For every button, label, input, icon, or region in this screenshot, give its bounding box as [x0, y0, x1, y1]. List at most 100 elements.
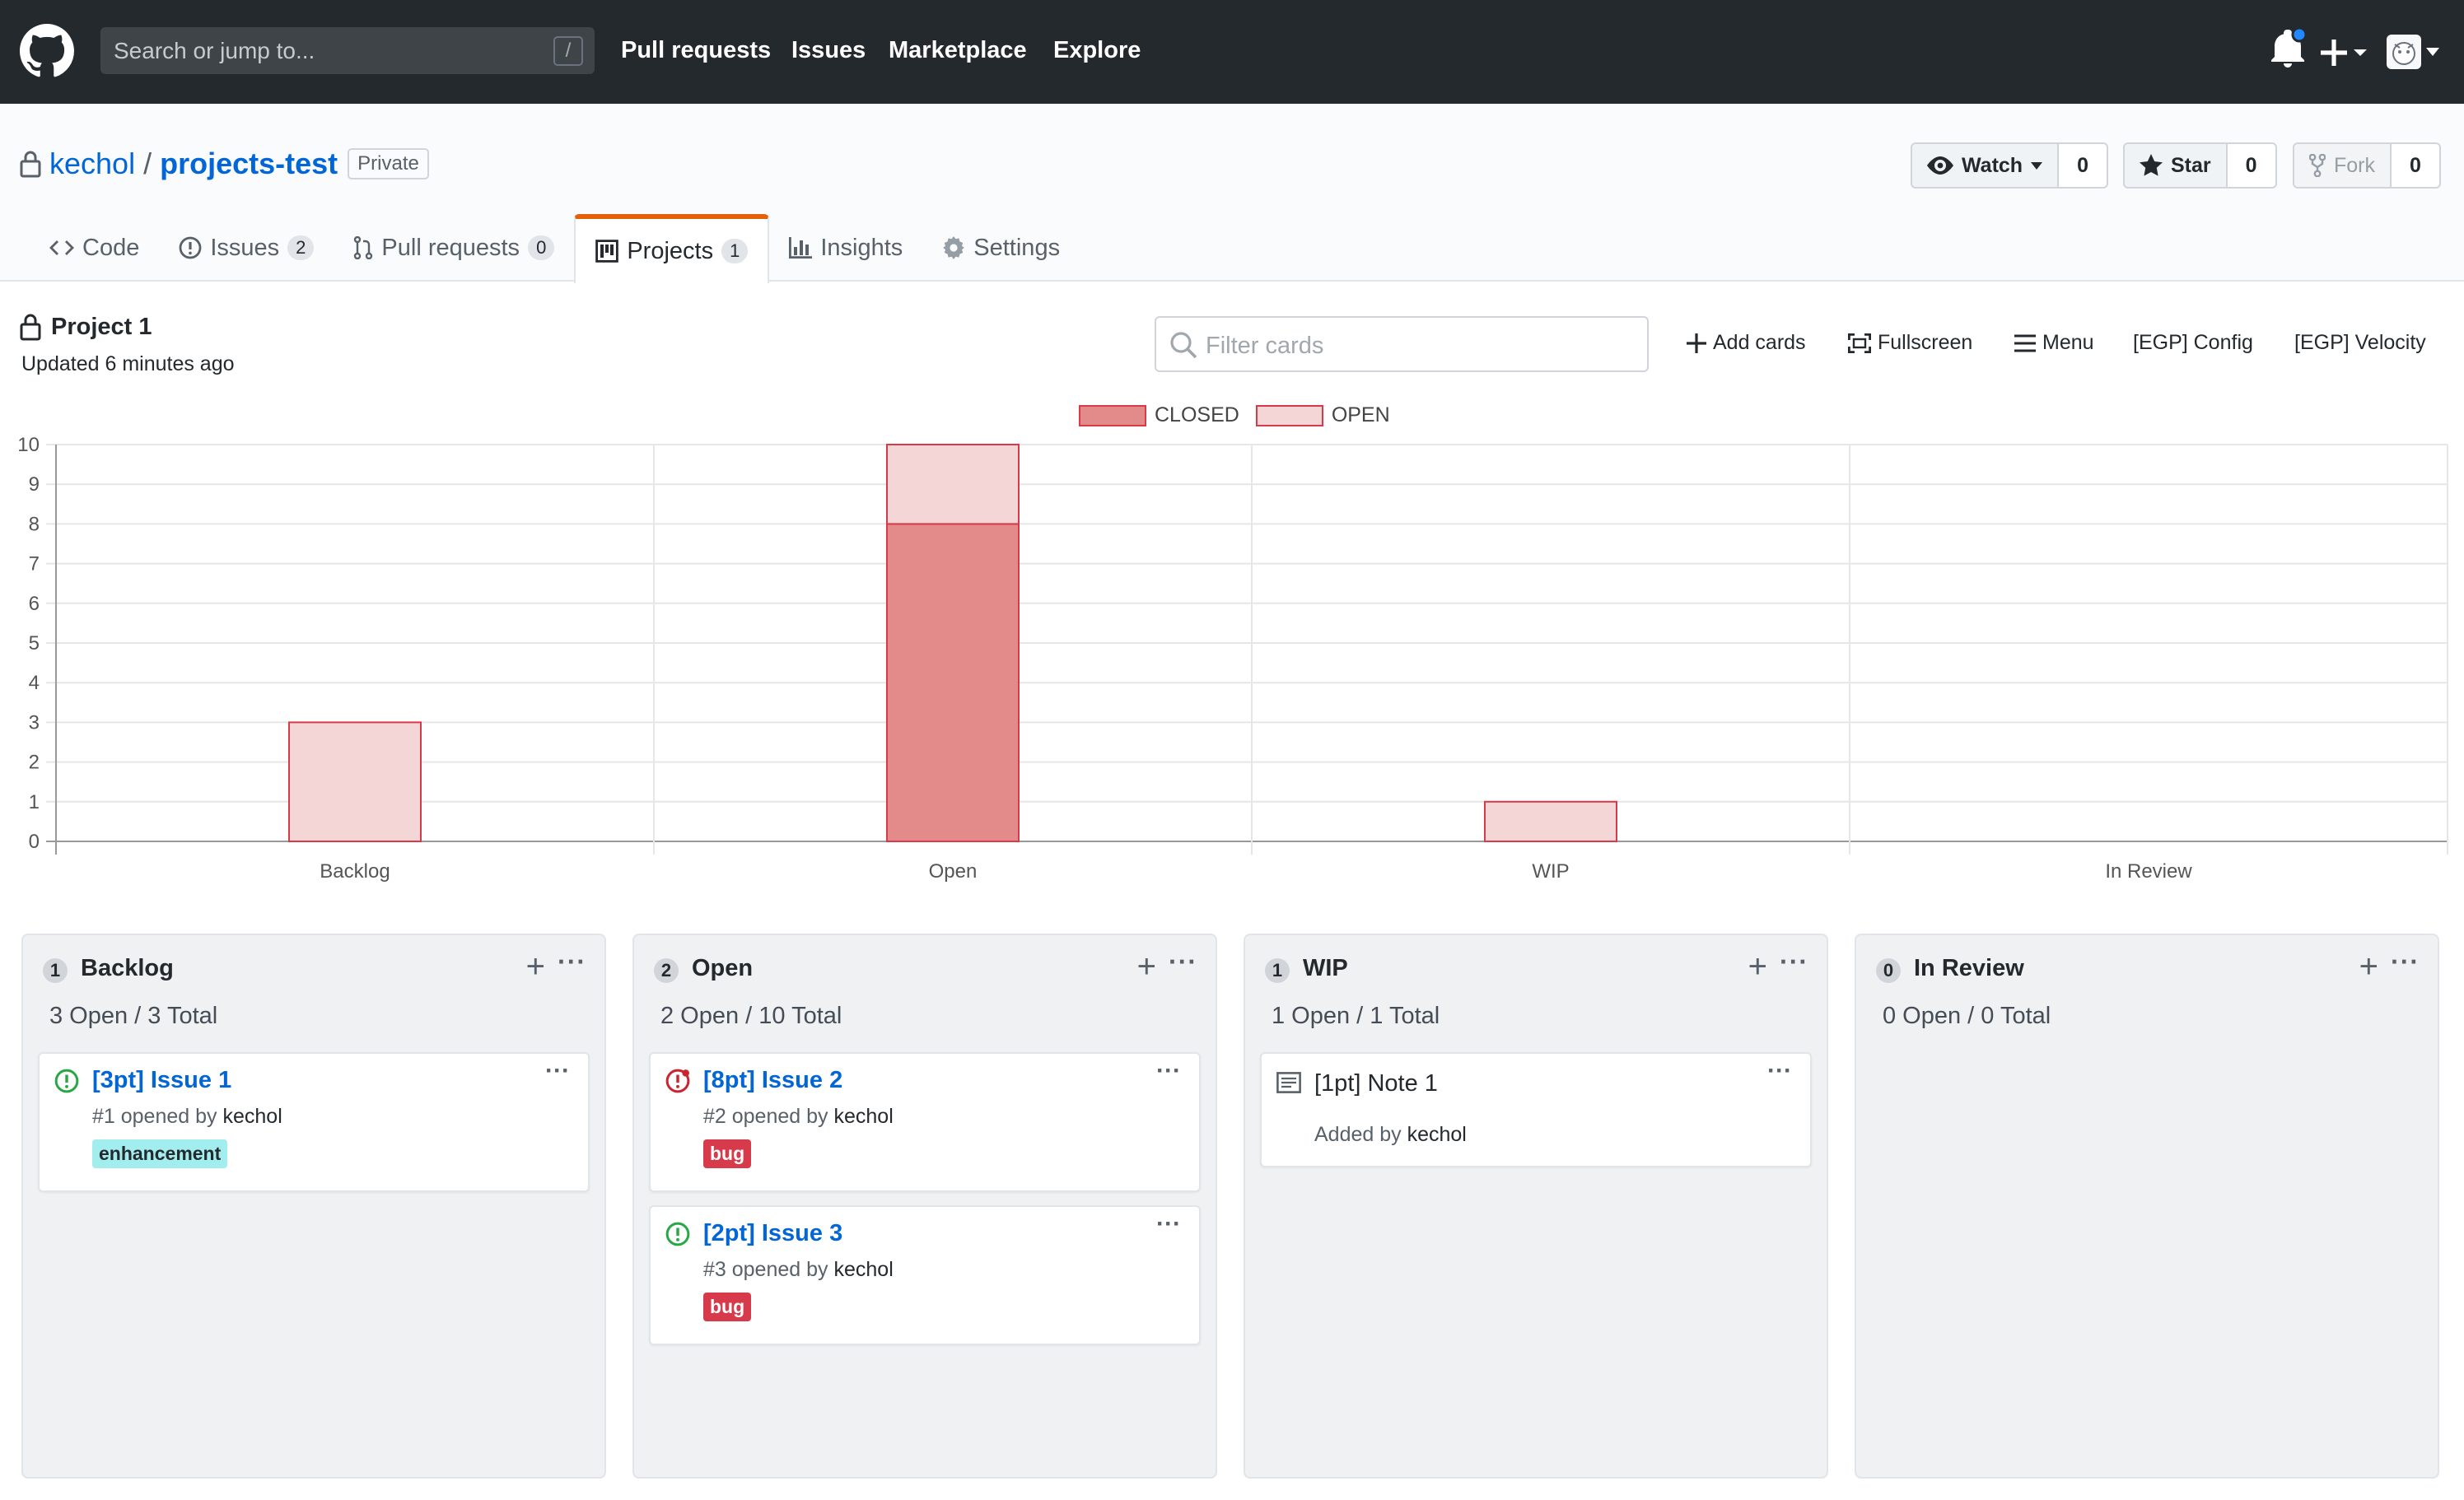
note-card[interactable]: [1pt] Note 1 Added by kechol ··· [1260, 1052, 1812, 1167]
code-icon [49, 240, 74, 255]
column-summary: 1 Open / 1 Total [1272, 1003, 1440, 1029]
star-button[interactable]: Star [2123, 142, 2228, 189]
column-in-review: 0 In Review + ··· 0 Open / 0 Total [1855, 934, 2439, 1479]
card-meta-prefix: #2 opened by [703, 1105, 828, 1128]
notifications-bell-icon[interactable] [2270, 28, 2306, 69]
watch-caret-icon [2031, 161, 2043, 170]
gear-icon [943, 236, 965, 259]
private-badge: Private [348, 148, 429, 179]
bar-closed-open [886, 523, 1020, 842]
card-title: [1pt] Note 1 [1314, 1070, 1438, 1097]
fullscreen-button[interactable]: Fullscreen [1848, 331, 1972, 355]
legend-swatch-open [1255, 404, 1323, 426]
tab-insights[interactable]: Insights [769, 214, 922, 282]
tab-pull-requests[interactable]: Pull requests 0 [334, 214, 574, 282]
add-card-plus-icon[interactable]: + [1748, 948, 1767, 985]
menu-button[interactable]: Menu [2014, 331, 2094, 355]
card-author-link[interactable]: kechol [222, 1105, 282, 1128]
card-meta-prefix: #1 opened by [92, 1105, 217, 1128]
issue-card[interactable]: [8pt] Issue 2 #2 opened by kechol ··· bu… [649, 1052, 1201, 1192]
fork-button[interactable]: Fork [2293, 142, 2392, 189]
projects-counter: 1 [721, 239, 749, 263]
card-meta: #2 opened by kechol [703, 1105, 894, 1129]
fork-group: Fork 0 [2293, 142, 2441, 189]
fork-count[interactable]: 0 [2392, 142, 2441, 189]
card-title[interactable]: [3pt] Issue 1 [92, 1067, 232, 1093]
avatar-dropdown-caret-icon[interactable] [2426, 48, 2439, 56]
pull-request-icon [354, 236, 373, 259]
card-menu-kebab-icon[interactable]: ··· [1156, 1057, 1181, 1084]
add-card-plus-icon[interactable]: + [2359, 948, 2378, 985]
nav-explore[interactable]: Explore [1053, 37, 1141, 63]
add-cards-button[interactable]: Add cards [1687, 331, 1806, 355]
global-search-input[interactable]: Search or jump to... / [100, 27, 595, 74]
tab-insights-label: Insights [820, 234, 903, 261]
fullscreen-label: Fullscreen [1878, 331, 1973, 354]
card-meta-prefix: #3 opened by [703, 1258, 828, 1281]
column-menu-kebab-icon[interactable]: ··· [558, 947, 586, 976]
project-title-text[interactable]: Project 1 [51, 313, 152, 340]
repo-title: kechol / projects-test Private [20, 147, 429, 181]
card-menu-kebab-icon[interactable]: ··· [545, 1057, 570, 1084]
column-menu-kebab-icon[interactable]: ··· [1169, 947, 1197, 976]
issue-opened-icon [54, 1069, 79, 1093]
card-author-link[interactable]: kechol [833, 1105, 894, 1128]
card-label[interactable]: enhancement [92, 1139, 228, 1168]
column-card-count: 1 [1265, 958, 1290, 983]
card-label[interactable]: bug [703, 1139, 752, 1168]
add-card-plus-icon[interactable]: + [1136, 948, 1156, 985]
watch-group: Watch 0 [1911, 142, 2108, 189]
star-label: Star [2171, 153, 2211, 177]
graph-icon [789, 237, 813, 259]
tab-code[interactable]: Code [30, 214, 159, 282]
card-author-link[interactable]: kechol [833, 1258, 894, 1281]
watch-count[interactable]: 0 [2059, 142, 2108, 189]
note-icon [1276, 1072, 1301, 1093]
issues-counter: 2 [287, 235, 315, 260]
legend-swatch-closed [1079, 404, 1146, 426]
create-new-plus-icon[interactable] [2321, 36, 2367, 69]
card-title[interactable]: [2pt] Issue 3 [703, 1220, 843, 1246]
tab-settings[interactable]: Settings [922, 214, 1080, 282]
column-card-count: 2 [654, 958, 679, 983]
legend-label-open: OPEN [1331, 403, 1390, 426]
card-menu-kebab-icon[interactable]: ··· [1156, 1210, 1181, 1237]
fork-icon [2309, 154, 2326, 177]
y-tick-label: 8 [29, 513, 40, 535]
repo-owner-link[interactable]: kechol [49, 147, 136, 180]
issue-card[interactable]: [3pt] Issue 1 #1 opened by kechol ··· en… [38, 1052, 590, 1192]
nav-issues[interactable]: Issues [791, 37, 866, 63]
bar-open-wip [1484, 800, 1617, 842]
tab-code-label: Code [82, 234, 140, 261]
card-label[interactable]: bug [703, 1293, 752, 1321]
user-avatar[interactable] [2387, 35, 2421, 69]
tab-projects[interactable]: Projects 1 [574, 214, 770, 283]
issue-card[interactable]: [2pt] Issue 3 #3 opened by kechol ··· bu… [649, 1205, 1201, 1345]
column-menu-kebab-icon[interactable]: ··· [1780, 947, 1808, 976]
card-menu-kebab-icon[interactable]: ··· [1767, 1057, 1792, 1084]
egp-config-button[interactable]: [EGP] Config [2133, 331, 2253, 355]
fullscreen-icon [1848, 333, 1871, 353]
column-menu-kebab-icon[interactable]: ··· [2391, 947, 2420, 976]
egp-velocity-button[interactable]: [EGP] Velocity [2294, 331, 2426, 355]
slash-shortcut-hint: / [553, 36, 583, 66]
add-cards-label: Add cards [1713, 331, 1806, 354]
star-icon [2140, 154, 2163, 176]
private-lock-icon [20, 151, 41, 178]
add-card-plus-icon[interactable]: + [525, 948, 545, 985]
project-lock-icon [20, 314, 41, 341]
card-author-link[interactable]: kechol [1407, 1123, 1467, 1146]
nav-marketplace[interactable]: Marketplace [889, 37, 1027, 63]
watch-button[interactable]: Watch [1911, 142, 2060, 189]
egp-velocity-label: [EGP] Velocity [2294, 331, 2426, 354]
nav-pull-requests[interactable]: Pull requests [621, 37, 772, 63]
filter-cards-input[interactable]: Filter cards [1155, 316, 1649, 372]
column-card-count: 0 [1876, 958, 1901, 983]
repo-name-link[interactable]: projects-test [160, 147, 338, 180]
avatar-illustration-icon [2392, 42, 2415, 65]
github-logo-icon[interactable] [20, 24, 74, 78]
tab-issues[interactable]: Issues 2 [159, 214, 334, 282]
star-count[interactable]: 0 [2227, 142, 2277, 189]
card-title[interactable]: [8pt] Issue 2 [703, 1067, 843, 1093]
column-card-count: 1 [43, 958, 68, 983]
